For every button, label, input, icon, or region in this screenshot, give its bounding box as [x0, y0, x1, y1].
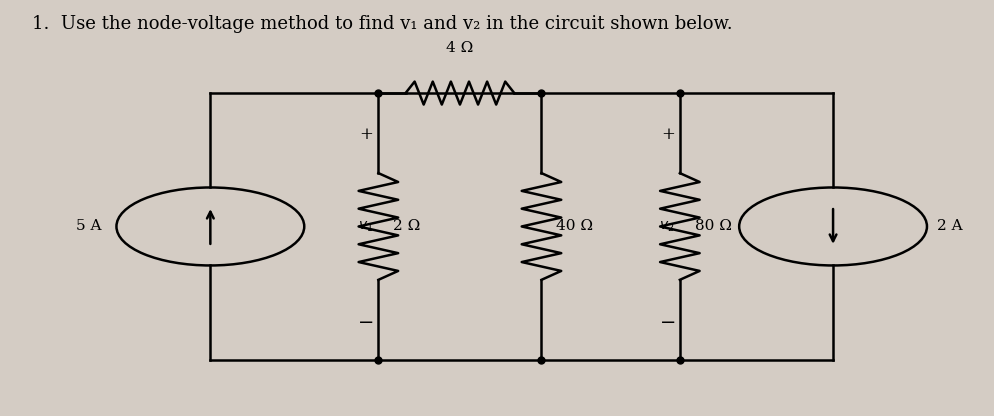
Text: 40 Ω: 40 Ω: [557, 220, 593, 233]
Text: $v_1$: $v_1$: [358, 219, 374, 234]
Text: 2 A: 2 A: [937, 220, 962, 233]
Text: 80 Ω: 80 Ω: [695, 220, 732, 233]
Text: $v_2$: $v_2$: [659, 219, 675, 234]
Text: +: +: [661, 126, 675, 143]
Text: 1.  Use the node-voltage method to find v₁ and v₂ in the circuit shown below.: 1. Use the node-voltage method to find v…: [33, 15, 733, 33]
Text: 2 Ω: 2 Ω: [394, 220, 420, 233]
Text: +: +: [360, 126, 374, 143]
Text: 4 Ω: 4 Ω: [446, 41, 473, 55]
Text: −: −: [660, 314, 676, 332]
Text: −: −: [359, 314, 375, 332]
Text: 5 A: 5 A: [77, 220, 101, 233]
